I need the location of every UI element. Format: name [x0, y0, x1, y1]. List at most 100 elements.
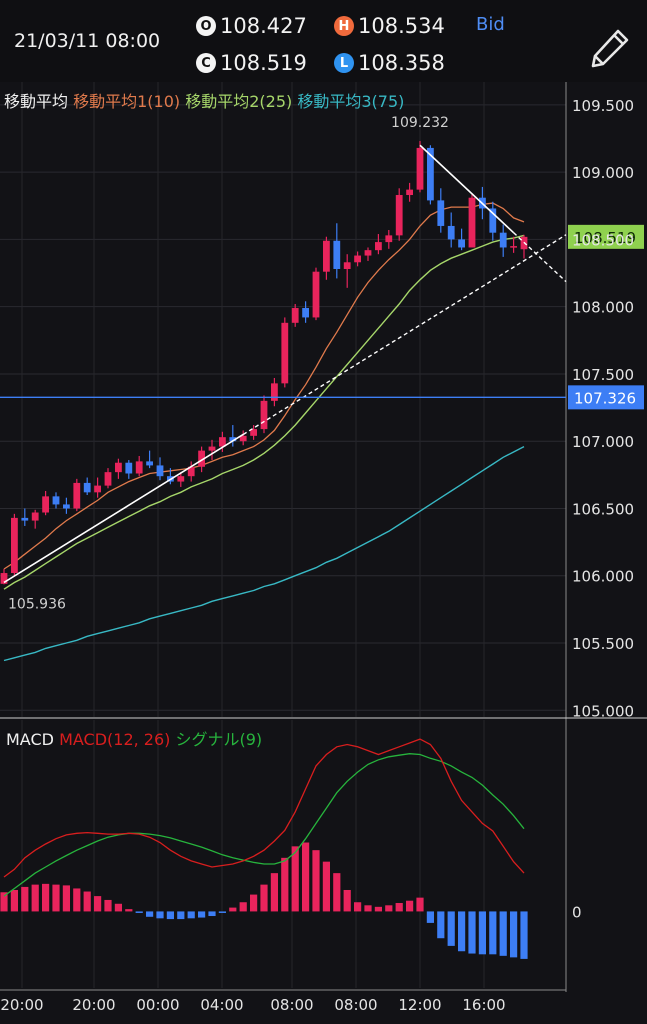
macd-histogram-bar — [364, 905, 372, 912]
ma-legend: 移動平均 移動平均1(10) 移動平均2(25) 移動平均3(75) — [4, 88, 404, 112]
candle-up — [281, 322, 289, 384]
resistance-trendline-extension — [513, 232, 567, 283]
macd-histogram-bar — [395, 903, 403, 912]
macd-histogram-bar — [458, 911, 466, 952]
macd-histogram-bar — [322, 861, 330, 912]
candle-up — [364, 250, 372, 256]
macd-histogram-bar — [156, 911, 164, 919]
macd-histogram-bar — [83, 891, 91, 912]
candle-up — [250, 429, 257, 436]
candle-down — [156, 465, 164, 477]
macd-histogram-bar — [281, 857, 289, 912]
macd-histogram-bar — [250, 894, 258, 912]
candle-up — [271, 383, 278, 401]
close-value: 108.519 — [220, 51, 307, 75]
resistance-trendline — [419, 144, 515, 234]
candle-down — [302, 308, 309, 318]
time-tick-label: 20:00 — [0, 996, 43, 1014]
candle-down — [447, 225, 455, 240]
macd-histogram-bar — [52, 884, 60, 912]
candle-up — [219, 437, 226, 447]
ma1-line — [3, 202, 525, 570]
macd-histogram-bar — [239, 902, 247, 912]
macd-histogram-bar — [437, 911, 445, 939]
candle-up — [239, 435, 247, 442]
macd-histogram-bar — [447, 911, 455, 946]
price-tick-label: 109.000 — [572, 164, 634, 182]
candle-up — [260, 400, 268, 430]
ma-legend-title: 移動平均 — [4, 92, 69, 111]
signal-legend: シグナル(9) — [175, 730, 263, 749]
candle-up — [208, 446, 216, 451]
macd-line — [3, 738, 525, 878]
horizontal-price-tag-label: 107.326 — [574, 389, 636, 407]
high-quote: H 108.534 — [334, 14, 445, 38]
macd-histogram-bar — [416, 897, 424, 912]
signal-line — [3, 753, 525, 897]
support-trendline — [3, 433, 244, 584]
macd-histogram-bar — [374, 906, 382, 912]
current-price-tag-label: 108.519 — [574, 229, 636, 247]
macd-histogram-bar — [229, 907, 237, 912]
low-value: 108.358 — [358, 51, 445, 75]
high-value: 108.534 — [358, 14, 445, 38]
macd-histogram-bar — [125, 909, 133, 912]
macd-histogram-bar — [0, 892, 8, 912]
time-tick-label: 08:00 — [270, 996, 313, 1014]
macd-histogram-bar — [21, 886, 29, 912]
macd-histogram-bar — [520, 911, 528, 959]
candle-down — [63, 504, 70, 509]
candle-up — [468, 197, 476, 248]
price-tick-label: 107.000 — [572, 433, 634, 451]
macd-histogram-bar — [114, 903, 122, 912]
candle-up — [291, 308, 299, 323]
candle-down — [83, 482, 91, 493]
price-type-label[interactable]: Bid — [476, 14, 505, 35]
open-badge: O — [196, 16, 216, 36]
candle-up — [406, 189, 413, 196]
time-tick-label: 12:00 — [398, 996, 441, 1014]
macd-histogram-bar — [260, 884, 268, 912]
candle-up — [312, 271, 320, 318]
candle-up — [510, 246, 517, 248]
time-tick-label: 04:00 — [200, 996, 243, 1014]
candle-down — [21, 517, 29, 521]
candle-up — [31, 512, 39, 521]
candle-down — [146, 461, 153, 466]
macd-series-legend: MACD(12, 26) — [59, 730, 171, 749]
candle-up — [354, 255, 361, 263]
macd-legend-title: MACD — [6, 730, 54, 749]
ma3-line — [3, 445, 525, 662]
price-tick-label: 105.500 — [572, 635, 634, 653]
candle-up — [385, 235, 393, 243]
price-tick-label: 105.000 — [572, 702, 634, 720]
low-quote: L 108.358 — [334, 51, 445, 75]
candle-up — [177, 476, 185, 482]
macd-histogram-bar — [42, 883, 50, 912]
bar-datetime: 21/03/11 08:00 — [14, 30, 161, 52]
candle-up — [42, 496, 49, 513]
candle-up — [115, 462, 122, 473]
macd-histogram-bar — [499, 911, 507, 956]
candle-down — [333, 240, 341, 270]
candle-down — [499, 232, 507, 248]
candle-up — [343, 262, 351, 270]
price-tick-label: 106.500 — [572, 500, 634, 518]
candle-up — [104, 472, 112, 486]
horizontal-price-tag — [568, 385, 644, 410]
macd-histogram-bar — [146, 911, 154, 917]
macd-zero-label: 0 — [572, 903, 582, 921]
candle-up — [416, 147, 424, 190]
candle-up — [11, 517, 18, 574]
macd-histogram-bar — [302, 842, 310, 912]
macd-histogram-bar — [312, 850, 320, 912]
candle-up — [0, 573, 8, 584]
macd-histogram-bar — [333, 873, 341, 912]
candle-down — [458, 239, 465, 248]
macd-histogram-bar — [291, 846, 299, 912]
time-tick-label: 20:00 — [72, 996, 115, 1014]
pencil-icon[interactable] — [588, 26, 632, 70]
price-chart[interactable]: 109.232 105.936 107.326 108.519 105.000 105.… — [0, 82, 647, 1024]
price-tick-label: 108.000 — [572, 299, 634, 317]
candle-down — [489, 208, 497, 233]
